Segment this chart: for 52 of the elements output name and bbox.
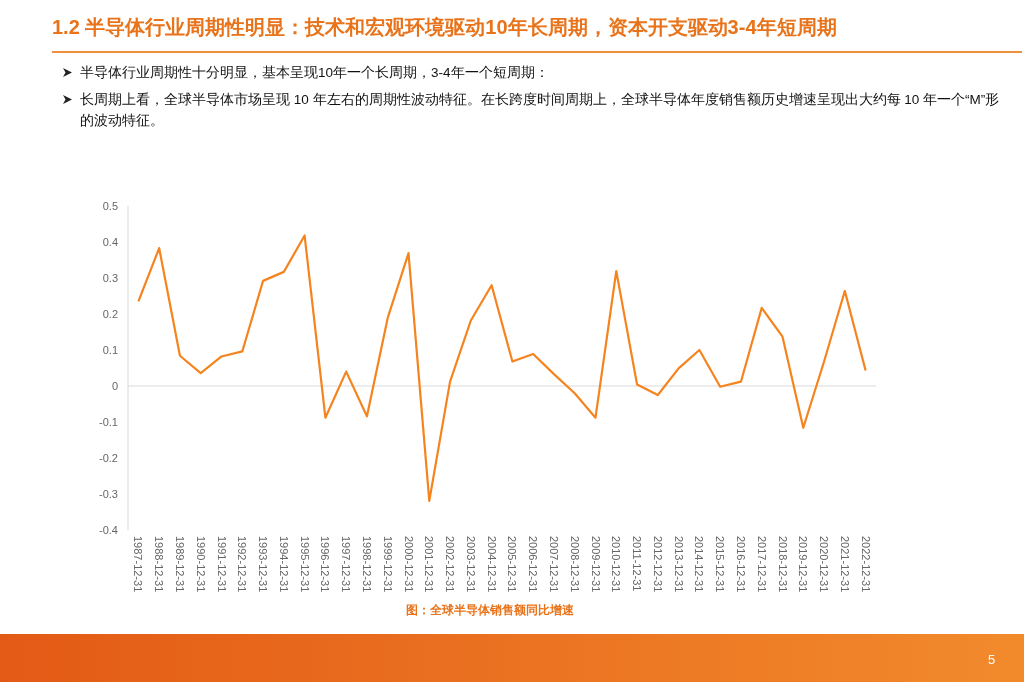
x-tick-label: 1999-12-31: [381, 536, 394, 593]
text: 长周期上看，全球半导体市场呈现 10 年左右的周期性波动特征。在长跨度时间周期上，全球半导体年度销售额历史增速呈现出大约每 10 年一个“M”形的波动特征。: [79, 91, 1000, 130]
x-tick-label: 2011-12-31: [631, 536, 644, 592]
x-tick-label: 1998-12-31: [360, 536, 373, 593]
y-tick-label: -0.2: [99, 452, 118, 464]
x-tick-label: 2018-12-31: [776, 536, 789, 593]
y-tick-label: 0.3: [102, 272, 118, 284]
x-tick-label: 2014-12-31: [693, 536, 706, 593]
y-tick-label: -0.4: [99, 524, 118, 536]
x-tick-label: 2007-12-31: [547, 536, 560, 593]
x-tick-label: 1988-12-31: [153, 536, 166, 593]
x-tick-label: 1997-12-31: [340, 536, 353, 593]
x-tick-label: 2016-12-31: [734, 536, 747, 593]
y-tick-label: 0.5: [102, 200, 118, 212]
x-tick-label: 2010-12-31: [610, 536, 623, 593]
x-tick-label: 2022-12-31: [859, 536, 872, 593]
x-tick-label: 2003-12-31: [464, 536, 477, 593]
x-tick-label: 1991-12-31: [215, 536, 228, 593]
x-tick-label: 2020-12-31: [818, 536, 831, 593]
x-tick-label: 1992-12-31: [236, 536, 249, 593]
chart-title: 1.2 半导体行业周期性明显：技术和宏观环境驱动10年长周期，资本开支驱动3-4年短周期: [52, 15, 837, 40]
x-tick-label: 2019-12-31: [797, 536, 810, 593]
x-tick-label: 2008-12-31: [568, 536, 581, 593]
y-tick-label: 0.4: [102, 236, 118, 248]
x-tick-label: 2009-12-31: [589, 536, 602, 593]
x-tick-label: 1989-12-31: [173, 536, 186, 593]
text: 5: [988, 652, 996, 667]
x-tick-label: 2013-12-31: [672, 536, 685, 593]
line-series: [137, 234, 867, 502]
x-tick-label: 1994-12-31: [277, 536, 290, 593]
x-tick-label: 1996-12-31: [319, 536, 332, 593]
y-tick-label: -0.3: [99, 488, 118, 500]
y-tick-label: -0.1: [99, 416, 118, 428]
x-tick-label: 2015-12-31: [714, 536, 727, 593]
x-tick-label: 2012-12-31: [651, 536, 664, 593]
y-tick-label: 0: [111, 380, 118, 392]
x-tick-label: 2004-12-31: [485, 536, 498, 593]
x-tick-label: 1987-12-31: [132, 536, 145, 593]
x-tick-label: 1993-12-31: [257, 536, 270, 593]
x-tick-label: 2001-12-31: [423, 536, 436, 593]
y-tick-label: 0.2: [102, 308, 118, 320]
x-tick-label: 2006-12-31: [527, 536, 540, 593]
x-tick-label: 2005-12-31: [506, 536, 519, 593]
x-tick-label: 2021-12-31: [838, 536, 851, 593]
x-tick-label: 2017-12-31: [755, 536, 768, 593]
x-tick-label: 1990-12-31: [194, 536, 207, 593]
x-tick-label: 2000-12-31: [402, 536, 415, 593]
x-tick-label: 2002-12-31: [444, 536, 457, 593]
text: 半导体行业周期性十分明显，基本呈现10年一个长周期，3-4年一个短周期：: [79, 64, 550, 82]
x-tick-label: 1995-12-31: [298, 536, 311, 593]
text: 图：全球半导体销售额同比增速: [405, 602, 575, 619]
y-tick-label: 0.1: [102, 344, 118, 356]
